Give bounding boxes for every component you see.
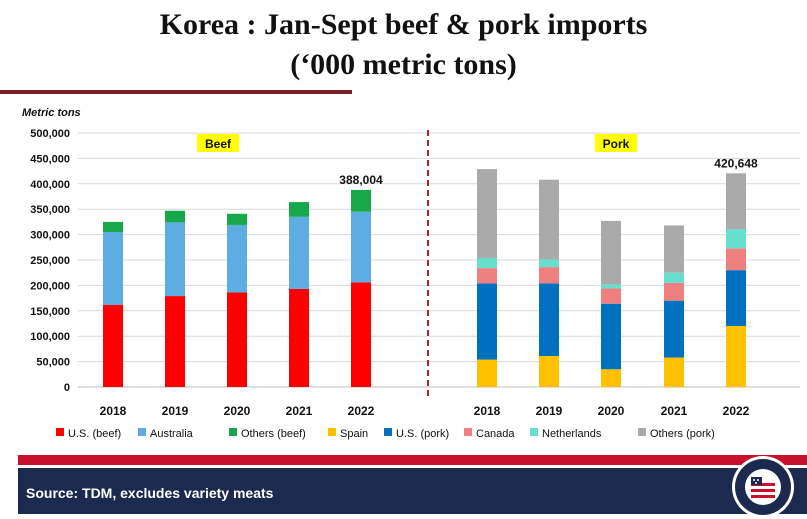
legend-label: Netherlands bbox=[542, 428, 602, 440]
x-tick-label: 2021 bbox=[661, 404, 688, 418]
bar-segment bbox=[601, 288, 621, 304]
bar-segment bbox=[351, 211, 371, 283]
bar-segment bbox=[165, 210, 185, 223]
bar-segment bbox=[664, 272, 684, 283]
bar-segment bbox=[351, 282, 371, 387]
legend-swatch bbox=[138, 428, 146, 436]
total-data-label: 388,004 bbox=[339, 173, 383, 187]
y-tick-label: 400,000 bbox=[30, 179, 70, 191]
bar-segment bbox=[477, 359, 497, 387]
bar-segment bbox=[726, 248, 746, 271]
legend-swatch bbox=[530, 428, 538, 436]
bar-segment bbox=[664, 300, 684, 358]
panel-label: Pork bbox=[603, 137, 630, 151]
x-tick-label: 2018 bbox=[100, 404, 127, 418]
bar-segment bbox=[477, 283, 497, 360]
bar-segment bbox=[539, 356, 559, 387]
panel-label-highlight bbox=[595, 134, 637, 152]
bar-segment bbox=[601, 303, 621, 370]
legend-label: Australia bbox=[150, 428, 194, 440]
bar-segment bbox=[477, 268, 497, 284]
bar-segment bbox=[165, 222, 185, 297]
bar-segment bbox=[289, 288, 309, 387]
legend-swatch bbox=[56, 428, 64, 436]
bar-segment bbox=[664, 225, 684, 273]
x-tick-label: 2022 bbox=[348, 404, 375, 418]
footer-navy-bar bbox=[18, 468, 807, 514]
legend-label: Others (beef) bbox=[241, 428, 306, 440]
x-tick-label: 2019 bbox=[536, 404, 563, 418]
bar-segment bbox=[289, 216, 309, 289]
y-tick-label: 250,000 bbox=[30, 255, 70, 267]
bar-segment bbox=[726, 326, 746, 387]
bar-segment bbox=[227, 224, 247, 293]
x-tick-label: 2019 bbox=[162, 404, 189, 418]
x-tick-label: 2020 bbox=[598, 404, 625, 418]
legend-label: Spain bbox=[340, 428, 368, 440]
legend-swatch bbox=[464, 428, 472, 436]
bar-segment bbox=[289, 202, 309, 217]
legend-label: U.S. (pork) bbox=[396, 428, 449, 440]
bar-segment bbox=[103, 232, 123, 305]
x-tick-label: 2022 bbox=[723, 404, 750, 418]
y-tick-label: 350,000 bbox=[30, 204, 70, 216]
legend-label: Others (pork) bbox=[650, 428, 715, 440]
y-tick-label: 150,000 bbox=[30, 306, 70, 318]
bar-segment bbox=[539, 259, 559, 268]
legend-swatch bbox=[229, 428, 237, 436]
bar-segment bbox=[227, 292, 247, 387]
bar-segment bbox=[539, 283, 559, 357]
bar-segment bbox=[477, 169, 497, 258]
stacked-bar-chart: Metric tons 0 50,000 100,000 150,000 200,000 2… bbox=[22, 107, 800, 440]
bar-segment bbox=[726, 229, 746, 249]
x-tick-label: 2020 bbox=[224, 404, 251, 418]
bar-segment bbox=[227, 213, 247, 225]
y-tick-label: 100,000 bbox=[30, 331, 70, 343]
bar-segment bbox=[477, 257, 497, 269]
y-tick-label: 0 bbox=[64, 382, 70, 394]
bar-segment bbox=[726, 270, 746, 327]
chart-title-line1: Korea : Jan-Sept beef & pork imports bbox=[159, 8, 648, 41]
bar-segment bbox=[664, 357, 684, 387]
y-axis-label: Metric tons bbox=[22, 107, 81, 119]
legend-swatch bbox=[384, 428, 392, 436]
panel-label-highlight bbox=[197, 134, 239, 152]
bar-segment bbox=[601, 220, 621, 285]
footer-banner: Source: TDM, excludes variety meats bbox=[0, 452, 807, 518]
footer-red-stripe bbox=[18, 455, 807, 465]
bar-segment bbox=[726, 173, 746, 230]
y-tick-label: 200,000 bbox=[30, 280, 70, 292]
total-data-label: 420,648 bbox=[714, 156, 758, 170]
usmef-logo bbox=[732, 456, 794, 518]
x-tick-label: 2021 bbox=[286, 404, 313, 418]
y-tick-label: 450,000 bbox=[30, 153, 70, 165]
y-tick-label: 500,000 bbox=[30, 128, 70, 140]
x-tick-label: 2018 bbox=[474, 404, 501, 418]
bar-segment bbox=[165, 296, 185, 387]
bar-segment bbox=[351, 189, 371, 212]
bar-segment bbox=[664, 282, 684, 301]
bar-segment bbox=[539, 179, 559, 260]
bar-segment bbox=[539, 267, 559, 284]
source-note: Source: TDM, excludes variety meats bbox=[26, 485, 274, 501]
legend-swatch bbox=[638, 428, 646, 436]
legend-label: U.S. (beef) bbox=[68, 428, 121, 440]
bar-segment bbox=[103, 221, 123, 233]
y-tick-label: 50,000 bbox=[36, 357, 70, 369]
panel-label: Beef bbox=[205, 137, 232, 151]
bar-segment bbox=[601, 284, 621, 289]
bar-segment bbox=[601, 369, 621, 387]
y-tick-label: 300,000 bbox=[30, 230, 70, 242]
title-underline bbox=[0, 90, 352, 94]
bar-segment bbox=[103, 304, 123, 387]
legend-label: Canada bbox=[476, 428, 515, 440]
legend-swatch bbox=[328, 428, 336, 436]
chart-title-line2: (‘000 metric tons) bbox=[290, 48, 517, 81]
